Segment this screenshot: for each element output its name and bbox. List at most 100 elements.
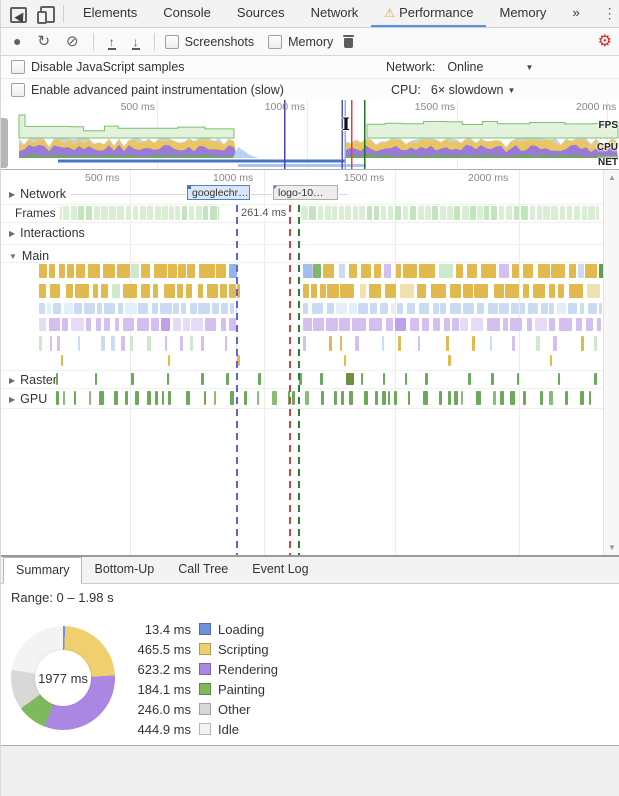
record-button[interactable]: ● bbox=[13, 33, 22, 49]
main-flame-row[interactable] bbox=[1, 302, 606, 315]
flame-bar bbox=[593, 336, 598, 351]
section-frames[interactable]: Frames bbox=[11, 206, 60, 220]
frames-track[interactable] bbox=[1, 205, 601, 221]
flame-bar bbox=[206, 284, 218, 298]
timeline-overview[interactable]: 500 ms 1000 ms 1500 ms 2000 ms FPS CPU N… bbox=[1, 100, 619, 170]
flame-bar bbox=[221, 318, 226, 331]
flame-bar bbox=[146, 206, 153, 220]
device-toolbar-icon[interactable] bbox=[35, 5, 57, 24]
legend-value: 444.9 ms bbox=[137, 721, 191, 737]
tab-call-tree[interactable]: Call Tree bbox=[178, 562, 229, 576]
flame-bar bbox=[75, 284, 90, 298]
section-interactions[interactable]: ▶ Interactions bbox=[9, 226, 85, 240]
flame-bar bbox=[568, 264, 576, 278]
disable-js-checkbox[interactable] bbox=[11, 60, 25, 74]
flame-bar bbox=[121, 336, 125, 351]
inspect-element-icon[interactable] bbox=[7, 5, 29, 23]
main-flame-row[interactable] bbox=[1, 354, 606, 367]
network-request-chip[interactable]: googlechr… bbox=[187, 185, 250, 200]
flame-bar bbox=[445, 336, 450, 351]
flame-bar bbox=[338, 264, 346, 278]
network-throttle-select[interactable]: Network: Online ▼ bbox=[386, 60, 533, 74]
raster-track[interactable] bbox=[1, 372, 601, 386]
screenshots-toggle[interactable]: Screenshots bbox=[164, 34, 255, 49]
detail-tick-500: 500 ms bbox=[85, 172, 120, 184]
flame-bar bbox=[131, 264, 140, 278]
section-main[interactable]: ▼ Main bbox=[9, 249, 49, 263]
flame-bar bbox=[57, 336, 61, 351]
flame-bar bbox=[593, 373, 597, 385]
more-tabs-button[interactable]: » bbox=[572, 5, 580, 20]
flame-bar bbox=[62, 206, 70, 220]
flame-bar bbox=[431, 284, 446, 298]
save-profile-button[interactable]: ↓ bbox=[124, 34, 148, 50]
section-raster-label: Raster bbox=[20, 373, 57, 387]
flame-bar bbox=[418, 336, 421, 351]
tab-bottom-up[interactable]: Bottom-Up bbox=[94, 562, 155, 576]
flame-bar bbox=[309, 206, 316, 220]
paint-instrumentation-toggle[interactable]: Enable advanced paint instrumentation (s… bbox=[11, 82, 284, 97]
flame-bar bbox=[408, 391, 411, 405]
section-gpu[interactable]: ▶ GPU bbox=[9, 392, 47, 406]
network-request-chip[interactable]: logo-10… bbox=[273, 185, 338, 200]
flame-bar bbox=[154, 206, 161, 220]
flame-bar bbox=[292, 391, 295, 405]
legend-row: 465.5 ms Scripting bbox=[129, 639, 269, 659]
flame-bar bbox=[333, 391, 338, 405]
reload-and-record-button[interactable]: ↻ bbox=[37, 33, 51, 50]
main-flame-row[interactable] bbox=[1, 283, 606, 299]
trash-icon[interactable] bbox=[343, 35, 355, 48]
main-flame-row[interactable] bbox=[1, 263, 606, 279]
tab-summary[interactable]: Summary bbox=[3, 557, 83, 584]
tab-performance[interactable]: ⚠ Performance bbox=[371, 0, 487, 27]
flame-bar bbox=[201, 373, 204, 385]
tab-event-log[interactable]: Event Log bbox=[252, 562, 309, 576]
tab-memory[interactable]: Memory bbox=[499, 5, 547, 20]
tab-network[interactable]: Network bbox=[310, 5, 359, 20]
cpu-throttle-select[interactable]: CPU: 6× slowdown ▼ bbox=[391, 83, 515, 97]
flame-bar bbox=[322, 264, 334, 278]
flame-bar bbox=[384, 264, 391, 278]
memory-checkbox[interactable] bbox=[268, 34, 283, 49]
screenshots-checkbox[interactable] bbox=[164, 34, 179, 49]
memory-toggle[interactable]: Memory bbox=[268, 34, 333, 49]
flame-bar bbox=[581, 206, 587, 220]
legend-value: 623.2 ms bbox=[137, 661, 191, 677]
flame-bar bbox=[387, 391, 390, 405]
flame-bar bbox=[65, 284, 74, 298]
flame-bar bbox=[385, 318, 393, 331]
settings-gear-icon[interactable]: ⚙ bbox=[597, 33, 612, 50]
flame-bar bbox=[373, 206, 380, 220]
disable-js-toggle[interactable]: Disable JavaScript samples bbox=[11, 60, 185, 74]
flame-bar bbox=[382, 373, 386, 385]
section-network[interactable]: ▶ Network bbox=[9, 187, 66, 201]
load-profile-button[interactable]: ↑ bbox=[100, 34, 124, 50]
screenshots-label: Screenshots bbox=[184, 34, 255, 49]
main-flame-row[interactable] bbox=[1, 317, 606, 332]
tab-sources[interactable]: Sources bbox=[236, 5, 285, 20]
legend-swatch-other bbox=[199, 703, 211, 715]
row-divider bbox=[1, 388, 604, 389]
net-lane-label: NET bbox=[598, 157, 618, 168]
gridline bbox=[264, 170, 265, 555]
section-raster[interactable]: ▶ Raster bbox=[9, 373, 57, 387]
flame-bar bbox=[549, 303, 554, 314]
paint-checkbox[interactable] bbox=[11, 82, 25, 97]
tab-console[interactable]: Console bbox=[163, 5, 211, 20]
menu-icon[interactable]: ⋮ bbox=[602, 5, 617, 21]
flame-bar bbox=[568, 303, 578, 314]
legend-label: Rendering bbox=[218, 661, 278, 677]
gpu-track[interactable] bbox=[1, 390, 601, 406]
detail-scrollbar[interactable]: ▲ ▼ bbox=[603, 170, 619, 555]
legend-row: 246.0 ms Other bbox=[129, 699, 251, 719]
scroll-up-icon[interactable]: ▲ bbox=[608, 173, 616, 182]
scroll-down-icon[interactable]: ▼ bbox=[608, 543, 616, 552]
flame-bar bbox=[499, 391, 504, 405]
main-flame-row[interactable] bbox=[1, 335, 606, 352]
tab-elements[interactable]: Elements bbox=[83, 5, 138, 20]
drawer-empty-area bbox=[1, 745, 619, 796]
clear-button[interactable]: ⊘ bbox=[66, 33, 79, 50]
overview-drag-handle[interactable] bbox=[1, 118, 8, 168]
flame-bar bbox=[526, 318, 532, 331]
timeline-detail-pane[interactable]: 500 ms 1000 ms 1500 ms 2000 ms ▶ Network… bbox=[1, 169, 619, 556]
